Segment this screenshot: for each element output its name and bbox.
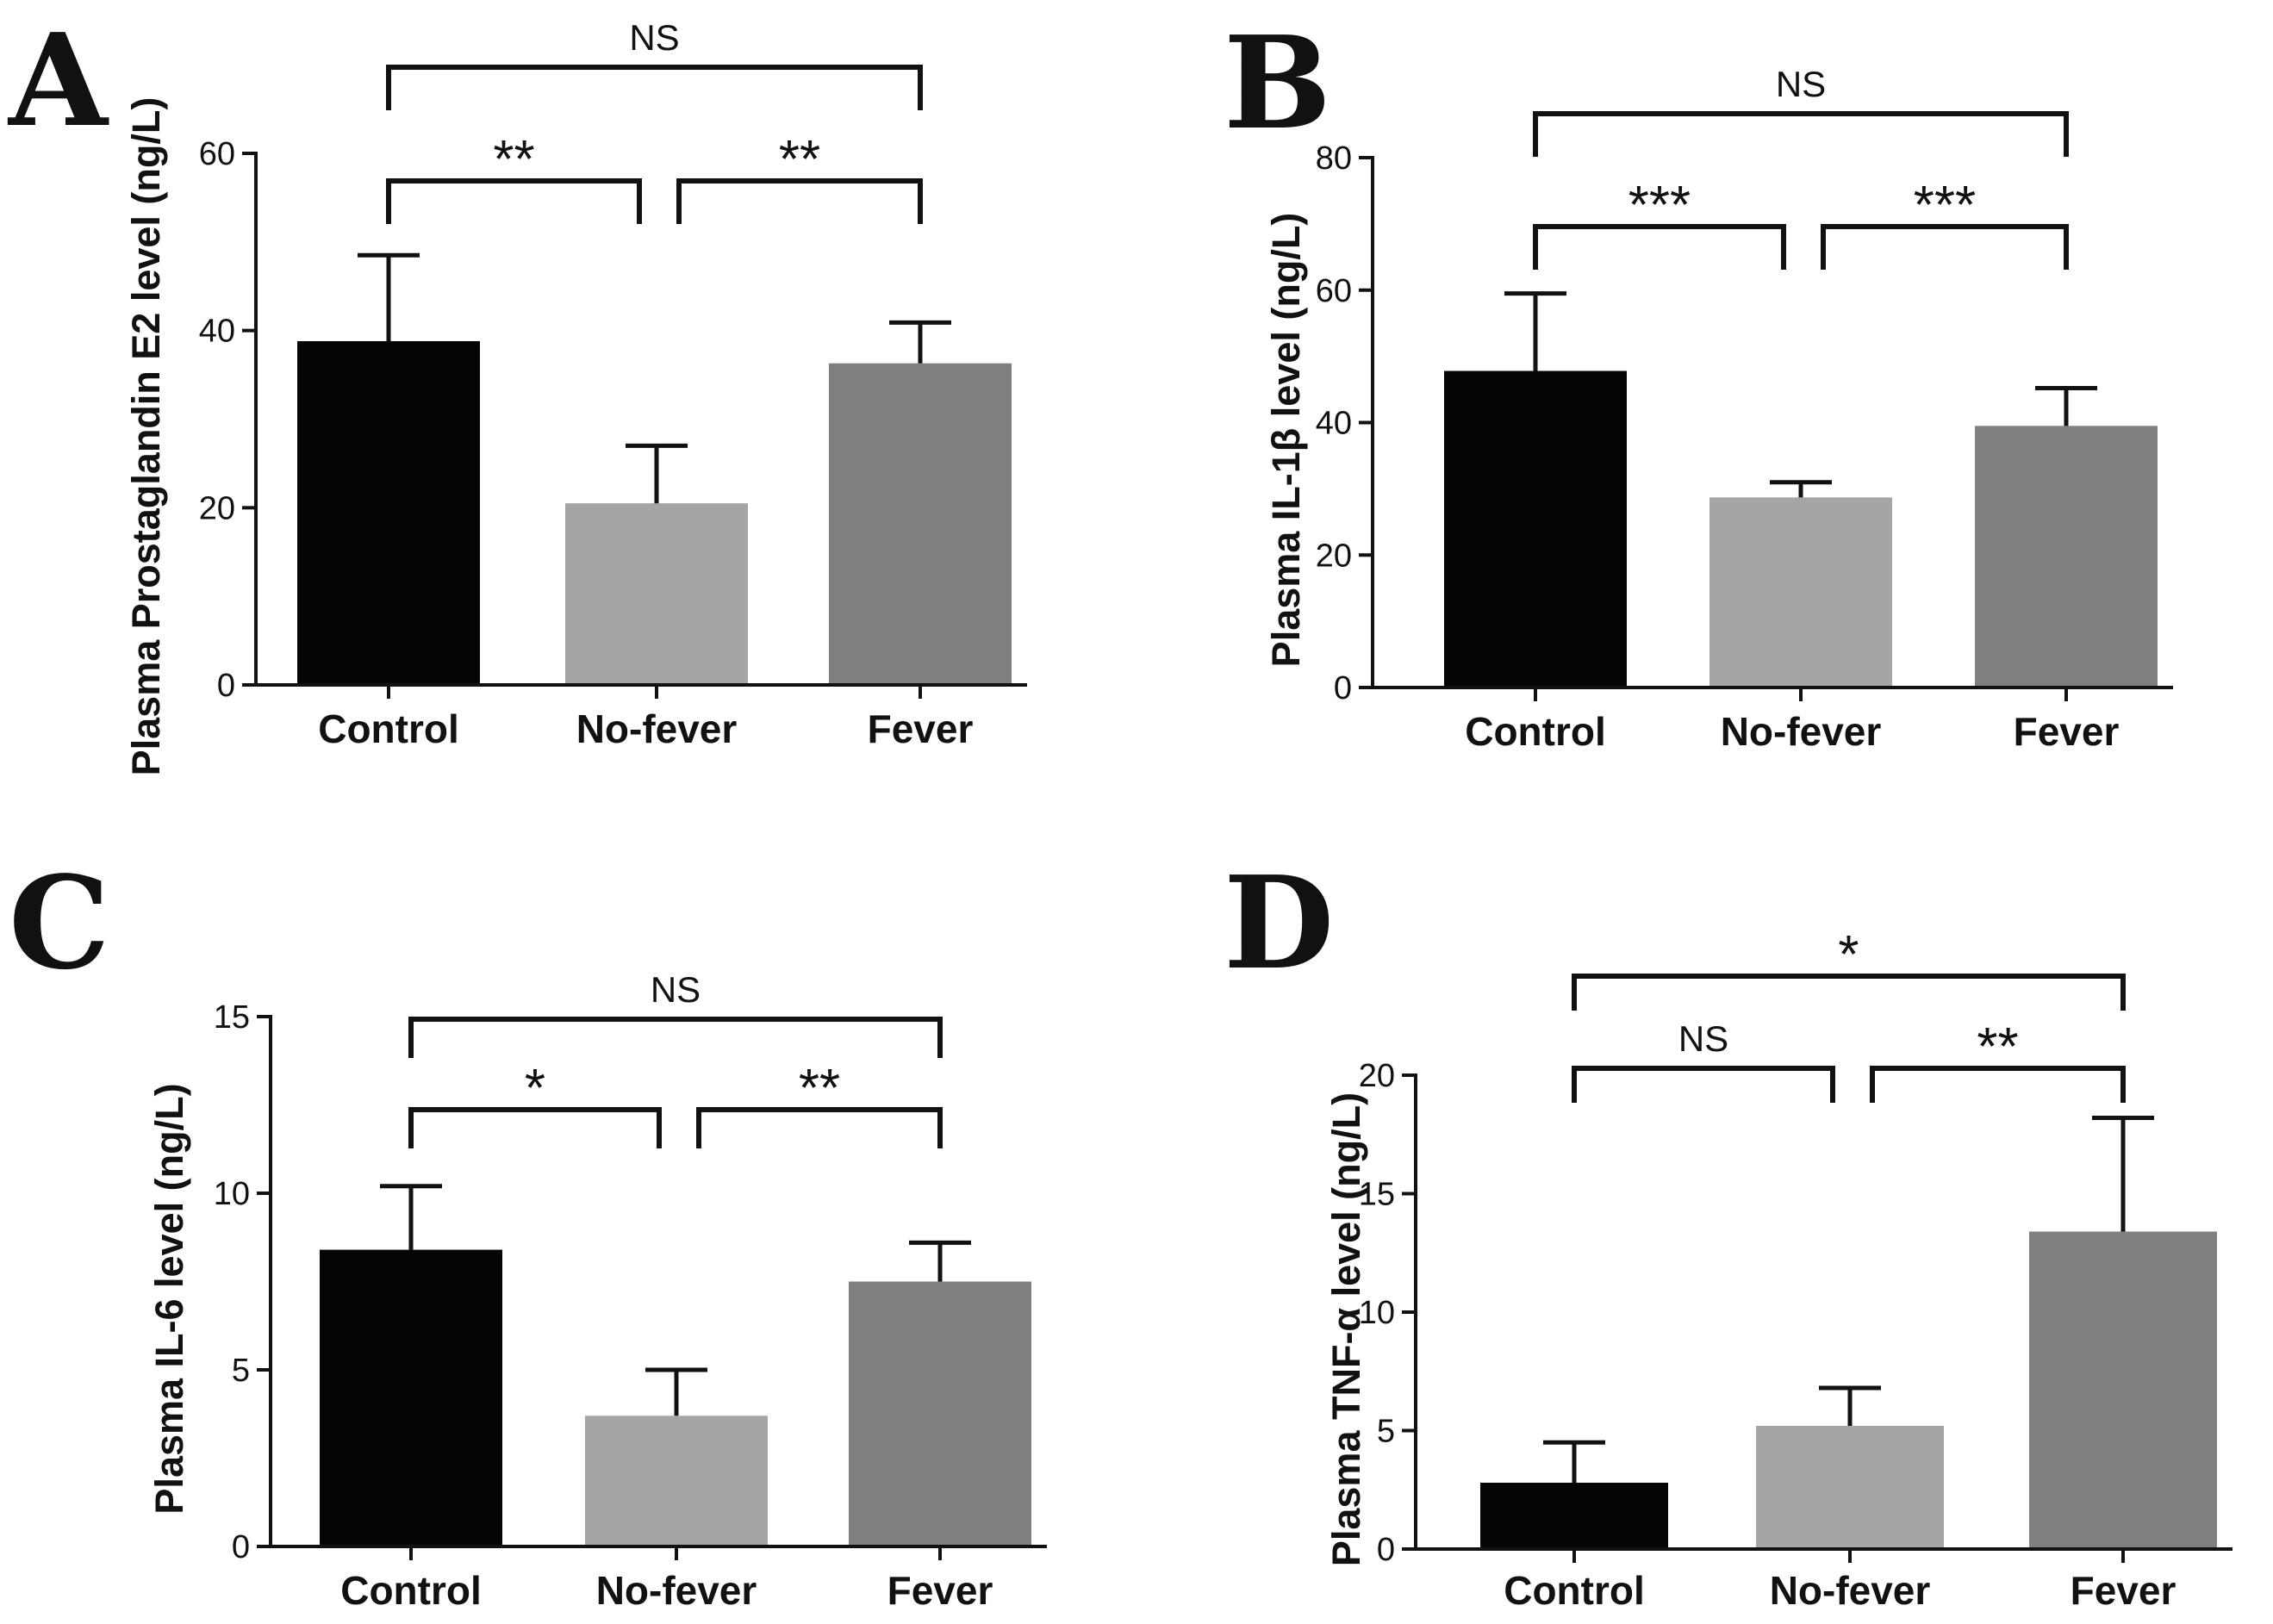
bar-control [320, 1249, 502, 1546]
chart-panel-a: A 0 20 40 60 Control No-fever Fever Plasma Prost… [7, 5, 1027, 775]
significance-bracket [676, 178, 923, 224]
bar-fever [849, 1281, 1031, 1546]
significance-label: *** [1628, 176, 1691, 235]
bar-fever [829, 363, 1012, 685]
x-tick-label: Control [1465, 709, 1606, 754]
y-tick-label: 80 [1316, 140, 1352, 177]
y-tick-label: 15 [1359, 1177, 1395, 1213]
y-tick-label: 20 [199, 490, 235, 526]
significance-bracket [386, 65, 923, 110]
significance-label: * [1838, 925, 1859, 985]
significance-label: NS [1776, 64, 1826, 104]
y-tick-label: 0 [1377, 1532, 1395, 1568]
bar-no-fever [585, 1416, 768, 1546]
y-tick-label: 0 [232, 1529, 250, 1565]
significance-label: ** [493, 130, 534, 190]
y-tick-label: 5 [232, 1353, 250, 1389]
y-tick-label: 40 [1316, 406, 1352, 442]
significance-bracket [1870, 1066, 2126, 1103]
y-axis-label: Plasma IL-1β level (ng/L) [1264, 213, 1308, 668]
y-tick-label: 60 [199, 136, 235, 172]
bar-control [1444, 370, 1627, 688]
significance-label: NS [1678, 1018, 1728, 1059]
significance-label: NS [629, 17, 679, 58]
bar-control [297, 341, 480, 685]
x-tick-label: Fever [868, 706, 974, 751]
significance-bracket [696, 1107, 943, 1148]
y-tick-label: 5 [1377, 1414, 1395, 1450]
bar-no-fever [565, 503, 748, 685]
panel-letter: B [1224, 8, 1331, 158]
panel-letter: C [9, 848, 110, 998]
x-tick-label: Fever [2014, 709, 2120, 754]
significance-label: ** [1977, 1017, 2018, 1077]
significance-label: ** [779, 130, 820, 190]
y-axis-label: Plasma Prostaglandin E2 level (ng/L) [124, 97, 168, 776]
significance-bracket [408, 1107, 662, 1148]
x-tick-label: Control [1504, 1568, 1645, 1613]
panel-letter: A [7, 5, 109, 155]
y-axis-label: Plasma IL-6 level (ng/L) [147, 1083, 191, 1514]
x-tick-label: No-fever [596, 1568, 757, 1613]
y-axis-label: Plasma TNF-α level (ng/L) [1324, 1092, 1368, 1566]
significance-label: NS [651, 969, 701, 1010]
y-tick-label: 10 [214, 1176, 250, 1212]
x-tick-label: Fever [887, 1568, 993, 1613]
x-tick-label: No-fever [576, 706, 738, 751]
panel-letter: D [1224, 848, 1334, 998]
significance-bracket [386, 178, 642, 224]
significance-bracket [408, 1017, 943, 1058]
bar-no-fever [1709, 497, 1892, 688]
y-tick-label: 15 [214, 999, 250, 1036]
bar-fever [1975, 426, 2158, 688]
y-tick-label: 60 [1316, 273, 1352, 309]
y-tick-label: 10 [1359, 1295, 1395, 1331]
significance-label: * [525, 1059, 545, 1118]
x-tick-label: No-fever [1770, 1568, 1931, 1613]
significance-label: *** [1914, 176, 1976, 235]
significance-label: ** [799, 1059, 840, 1118]
x-tick-label: Control [318, 706, 459, 751]
significance-bracket [1533, 111, 2069, 157]
chart-panel-d: D 0 5 10 15 20 Control No-fever Fever Plasma TNF-… [1224, 848, 2233, 1613]
y-tick-label: 20 [1359, 1058, 1395, 1094]
y-tick-label: 40 [199, 314, 235, 350]
y-tick-label: 20 [1316, 538, 1352, 574]
significance-bracket [1572, 1066, 1835, 1103]
chart-panel-c: C 0 5 10 15 Control No-fever Fever Plasma IL-6 l… [9, 848, 1047, 1613]
x-tick-label: No-fever [1721, 709, 1882, 754]
bar-no-fever [1756, 1426, 1944, 1549]
significance-bracket [1533, 224, 1786, 270]
y-tick-label: 0 [217, 668, 235, 704]
significance-bracket [1821, 224, 2069, 270]
significance-bracket [1572, 974, 2126, 1011]
bar-fever [2029, 1231, 2217, 1549]
x-tick-label: Fever [2071, 1568, 2176, 1613]
bar-control [1480, 1483, 1668, 1549]
chart-panel-b: B 0 20 40 60 80 Control No-fever Fever Plasma IL-… [1224, 8, 2173, 754]
x-tick-label: Control [340, 1568, 482, 1613]
y-tick-label: 0 [1334, 670, 1352, 706]
